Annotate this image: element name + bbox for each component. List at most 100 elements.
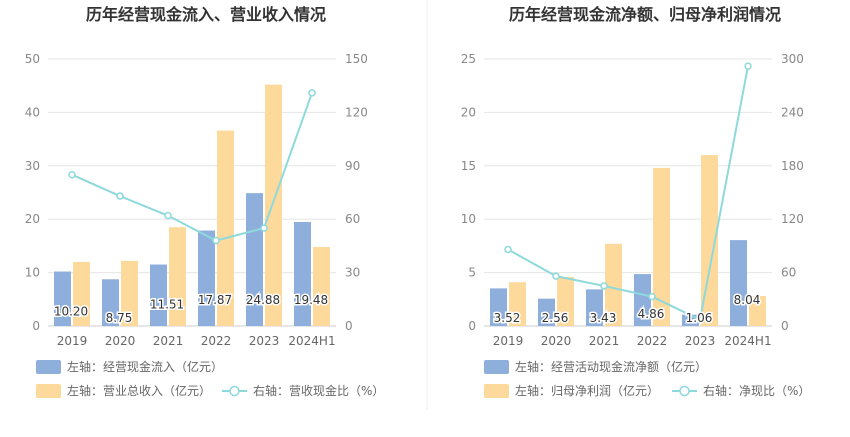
bar-series-1	[102, 279, 119, 326]
bar-series-2	[701, 155, 718, 326]
bar-series-2	[557, 276, 574, 326]
x-axis-tick: 2019	[57, 334, 88, 348]
chart-title: 历年经营现金流净额、归母净利润情况	[509, 5, 781, 24]
legend-bar-swatch	[36, 360, 61, 374]
legend-label: 左轴：营业总收入（亿元）	[67, 383, 211, 398]
right-axis-tick: 150	[345, 52, 368, 66]
bar-series-1	[730, 240, 747, 326]
data-label: 19.48	[294, 293, 328, 307]
legend-item: 左轴：营业总收入（亿元）	[36, 383, 211, 398]
line-point	[744, 62, 752, 70]
line-point	[212, 236, 220, 245]
x-axis-tick: 2022	[637, 334, 668, 348]
line-point	[308, 89, 316, 97]
line-point	[164, 211, 172, 220]
bar-series-2	[169, 227, 186, 326]
data-label: 11.51	[150, 298, 184, 312]
bar-series-2	[73, 261, 90, 326]
line-point	[600, 282, 608, 290]
left-axis-tick: 40	[25, 105, 40, 119]
right-axis-tick: 120	[345, 105, 368, 119]
data-label: 8.04	[734, 293, 761, 307]
bar-series-1	[490, 288, 507, 326]
legend-bar-swatch	[36, 384, 61, 398]
legend-line-marker	[229, 385, 240, 397]
line-point	[260, 224, 268, 232]
right-axis-tick: 0	[345, 319, 353, 333]
chart-1: 历年经营现金流入、营业收入情况 0 10 20 30 40 50 0 30 60 90 120 150 2…	[25, 5, 384, 398]
line-point	[696, 316, 704, 324]
bar-series-2	[653, 167, 670, 326]
legend-bar-swatch	[484, 384, 509, 398]
bar-series-1	[682, 314, 699, 326]
bar-series-1	[198, 230, 215, 326]
x-axis-tick: 2021	[589, 334, 620, 348]
bar-series-2	[121, 260, 138, 326]
right-axis-tick: 120	[781, 212, 804, 226]
right-axis-tick: 0	[781, 319, 789, 333]
legend-label: 右轴：营收现金比（%）	[253, 383, 384, 398]
x-axis-tick: 2023	[685, 334, 716, 348]
bar-series-1	[246, 193, 263, 326]
left-axis-tick: 25	[461, 52, 476, 66]
bar-series-2	[265, 84, 282, 326]
data-label: 17.87	[198, 293, 232, 307]
chart-title: 历年经营现金流入、营业收入情况	[86, 5, 326, 24]
data-label: 3.52	[494, 311, 521, 325]
data-label: 4.86	[638, 307, 665, 321]
legend-bar-swatch	[484, 360, 509, 374]
data-label: 8.75	[106, 311, 133, 325]
bar-series-1	[586, 289, 603, 326]
left-axis-tick: 0	[468, 319, 476, 333]
bar-series-2	[749, 296, 766, 326]
right-axis-tick: 240	[781, 105, 804, 119]
right-axis-tick: 60	[781, 266, 796, 280]
legend-label: 左轴：经营活动现金流净额（亿元）	[515, 359, 707, 374]
bar-series-2	[605, 243, 622, 326]
right-axis-tick: 60	[345, 212, 360, 226]
left-axis-tick: 20	[461, 105, 476, 119]
line-series	[507, 65, 749, 322]
data-label: 10.20	[54, 305, 88, 319]
legend-item: 左轴：经营现金流入（亿元）	[36, 359, 223, 374]
left-axis-tick: 15	[461, 159, 476, 173]
x-axis-tick: 2020	[105, 334, 136, 348]
x-axis-tick: 2024H1	[724, 334, 771, 348]
left-axis-tick: 0	[32, 319, 40, 333]
bar-series-2	[217, 130, 234, 326]
right-axis-tick: 30	[345, 266, 360, 280]
x-axis-tick: 2021	[153, 334, 184, 348]
legend-label: 左轴：归母净利润（亿元）	[515, 383, 659, 398]
legend-item: 右轴：净现比（%）	[672, 383, 810, 398]
legend-item: 右轴：营收现金比（%）	[222, 383, 384, 398]
line-point	[648, 292, 656, 301]
data-label: 1.06	[686, 311, 713, 325]
legend-item: 左轴：归母净利润（亿元）	[484, 383, 659, 398]
chart-2: 历年经营现金流净额、归母净利润情况 0 5 10 15 20 25 0 60 120 180 240 3…	[461, 5, 810, 398]
legend-label: 右轴：净现比（%）	[703, 383, 810, 398]
right-axis-tick: 300	[781, 52, 804, 66]
x-axis-tick: 2023	[249, 334, 280, 348]
left-axis-tick: 5	[468, 266, 476, 280]
legend-line-marker	[679, 385, 690, 397]
legend-label: 左轴：经营现金流入（亿元）	[67, 359, 223, 374]
bar-series-1	[54, 271, 71, 326]
bar-series-2	[509, 282, 526, 326]
x-axis-tick: 2022	[201, 334, 232, 348]
left-axis-tick: 20	[25, 212, 40, 226]
line-point	[504, 245, 512, 254]
bar-series-2	[313, 246, 330, 326]
data-label: 2.56	[542, 311, 569, 325]
line-point	[116, 192, 124, 200]
bar-series-1	[294, 221, 311, 326]
line-point	[552, 272, 560, 280]
line-point	[68, 170, 76, 179]
bar-series-1	[538, 298, 555, 326]
x-axis-tick: 2024H1	[288, 334, 335, 348]
bar-series-1	[150, 264, 167, 326]
right-axis-tick: 180	[781, 159, 804, 173]
line-series	[71, 92, 313, 242]
x-axis-tick: 2020	[541, 334, 572, 348]
